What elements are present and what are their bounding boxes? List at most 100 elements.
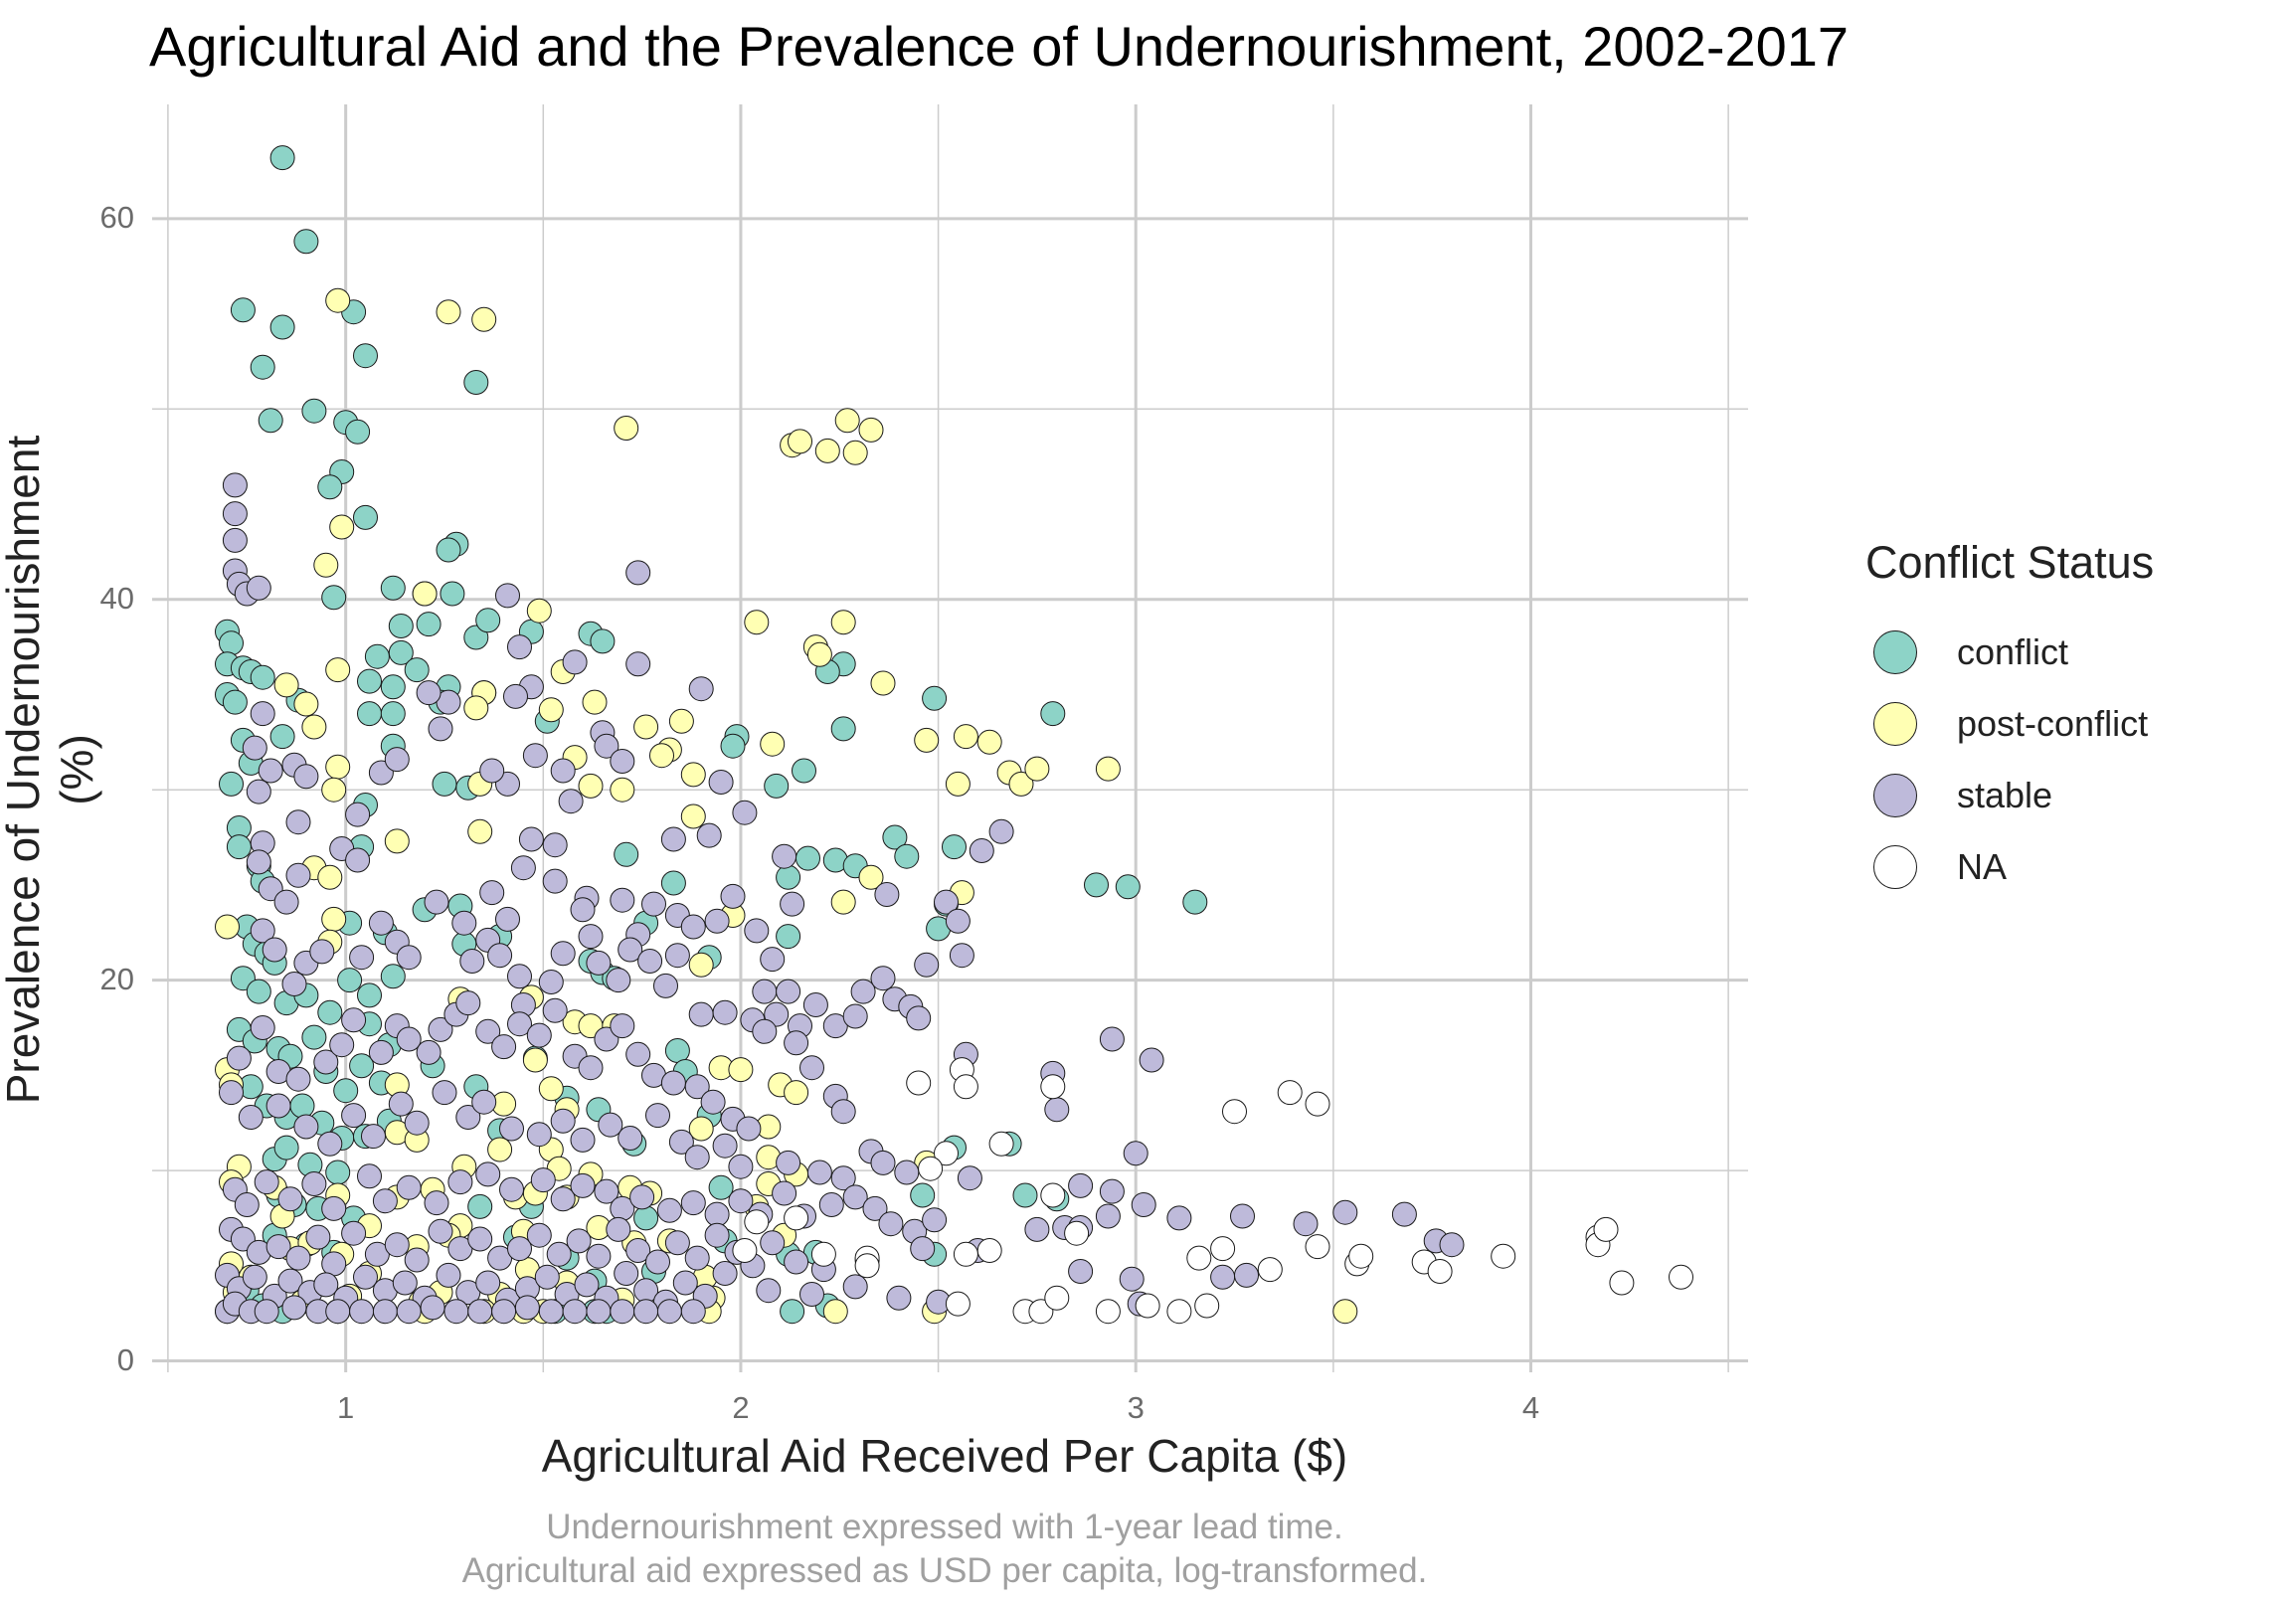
- point-stable: [830, 1165, 856, 1191]
- point-conflict: [246, 979, 271, 1004]
- point-post-conflict: [578, 773, 604, 799]
- point-stable: [293, 764, 319, 790]
- point-post-conflict: [953, 724, 978, 750]
- point-stable: [1119, 1266, 1145, 1292]
- point-conflict: [776, 924, 801, 950]
- point-stable: [475, 1161, 501, 1187]
- point-stable: [522, 743, 548, 769]
- point-na: [1277, 1080, 1303, 1106]
- point-conflict: [357, 668, 382, 694]
- point-stable: [1044, 1097, 1070, 1123]
- point-stable: [684, 1074, 710, 1100]
- point-conflict: [222, 689, 248, 715]
- point-stable: [760, 1230, 786, 1256]
- point-stable: [384, 747, 410, 773]
- point-conflict: [432, 771, 457, 797]
- point-post-conflict: [293, 691, 319, 717]
- point-na: [1305, 1234, 1330, 1260]
- point-stable: [285, 1245, 311, 1271]
- point-stable: [250, 1015, 275, 1040]
- point-post-conflict: [538, 1076, 564, 1102]
- point-stable: [538, 970, 564, 994]
- point-stable: [246, 849, 271, 875]
- point-na: [732, 1238, 758, 1263]
- point-stable: [660, 826, 686, 852]
- x-tick-label: 1: [337, 1390, 355, 1425]
- point-stable: [712, 999, 738, 1025]
- point-post-conflict: [471, 306, 497, 332]
- point-post-conflict: [830, 889, 856, 915]
- point-stable: [744, 918, 770, 944]
- point-stable: [906, 1005, 932, 1031]
- point-stable: [1099, 1026, 1125, 1052]
- point-stable: [226, 1045, 252, 1071]
- point-stable: [447, 1169, 473, 1195]
- point-stable: [372, 1299, 398, 1325]
- point-post-conflict: [215, 914, 240, 940]
- point-stable: [550, 941, 576, 967]
- point-stable: [637, 949, 663, 974]
- y-tick-label: 20: [99, 961, 134, 996]
- point-conflict: [357, 982, 382, 1008]
- point-post-conflict: [668, 708, 694, 734]
- point-stable: [273, 889, 299, 915]
- y-tick-label: 40: [99, 580, 134, 616]
- point-stable: [507, 964, 532, 989]
- point-stable: [1230, 1203, 1255, 1229]
- point-stable: [870, 966, 896, 991]
- point-na: [1348, 1243, 1374, 1269]
- point-stable: [704, 1222, 730, 1248]
- point-stable: [672, 1270, 698, 1296]
- point-stable: [455, 1105, 481, 1130]
- point-na: [953, 1241, 978, 1267]
- caption-line-1: Undernourishment expressed with 1-year l…: [546, 1508, 1343, 1546]
- point-stable: [625, 1238, 651, 1263]
- point-stable: [467, 1299, 493, 1325]
- y-tick-label: 60: [99, 199, 134, 235]
- point-na: [1040, 1074, 1066, 1100]
- point-stable: [704, 908, 730, 934]
- point-stable: [772, 843, 797, 869]
- point-na: [1166, 1299, 1192, 1325]
- point-post-conflict: [321, 777, 347, 803]
- point-post-conflict: [842, 440, 868, 465]
- point-na: [953, 1074, 978, 1100]
- point-na: [1095, 1299, 1121, 1325]
- point-conflict: [333, 1078, 359, 1104]
- point-stable: [870, 1150, 896, 1175]
- point-stable: [341, 1220, 367, 1246]
- point-post-conflict: [1332, 1299, 1358, 1325]
- point-stable: [988, 818, 1014, 844]
- point-stable: [491, 1299, 517, 1325]
- point-stable: [285, 862, 311, 888]
- point-stable: [530, 1167, 556, 1193]
- point-stable: [1123, 1141, 1148, 1166]
- point-post-conflict: [784, 1080, 809, 1106]
- point-stable: [396, 1299, 422, 1325]
- point-stable: [945, 908, 971, 934]
- chart-title: Agricultural Aid and the Prevalence of U…: [149, 15, 1850, 78]
- point-stable: [428, 716, 453, 742]
- legend-label-na: NA: [1957, 846, 2008, 887]
- point-post-conflict: [321, 906, 347, 932]
- point-stable: [645, 1103, 670, 1129]
- point-stable: [234, 1192, 260, 1217]
- point-stable: [353, 1264, 378, 1290]
- point-stable: [776, 1150, 801, 1175]
- point-conflict: [364, 643, 390, 669]
- point-stable: [325, 1299, 351, 1325]
- point-na: [1491, 1243, 1516, 1269]
- point-na: [976, 1238, 1002, 1263]
- point-stable: [467, 1226, 493, 1252]
- point-stable: [495, 906, 520, 932]
- point-conflict: [219, 771, 244, 797]
- point-stable: [222, 527, 248, 553]
- point-post-conflict: [325, 287, 351, 313]
- point-conflict: [416, 612, 442, 637]
- legend-key-conflict: [1873, 630, 1917, 674]
- point-na: [988, 1131, 1014, 1157]
- point-stable: [514, 1295, 540, 1321]
- point-stable: [313, 1049, 339, 1075]
- point-conflict: [664, 1038, 690, 1063]
- point-stable: [764, 1001, 790, 1027]
